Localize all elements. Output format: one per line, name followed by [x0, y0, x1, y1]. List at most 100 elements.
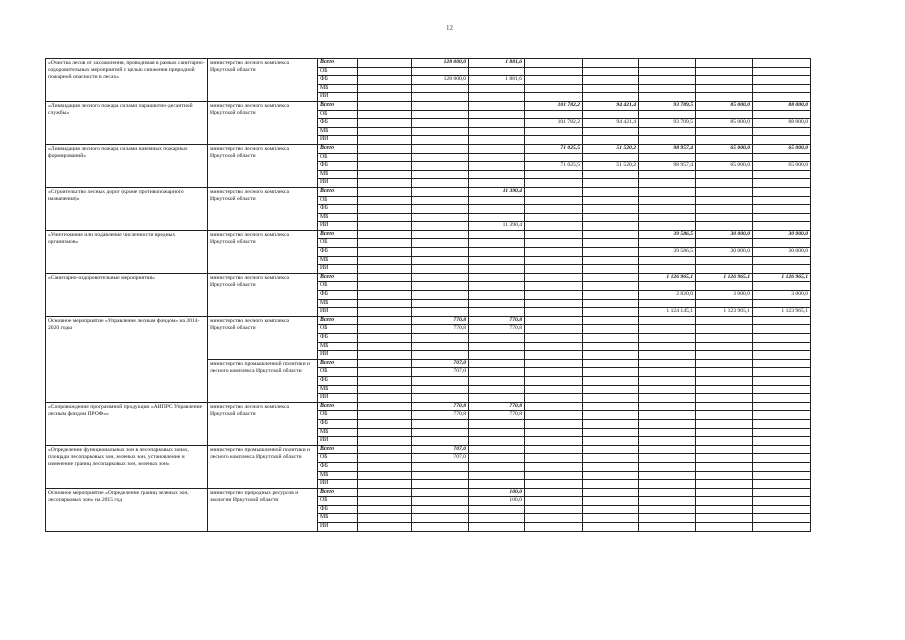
- amount-cell: [357, 307, 412, 317]
- amount-cell: [357, 238, 412, 249]
- amount-cell: [752, 470, 811, 481]
- amount-cell: 770,8: [411, 410, 469, 420]
- amount-cell: [524, 152, 583, 163]
- funding-source: ОБ: [317, 453, 358, 463]
- event-name: «Строительство лесных дорог (кроме проти…: [45, 186, 208, 231]
- amount-cell: [357, 204, 412, 214]
- amount-cell: 1 124 145,1: [638, 307, 696, 317]
- amount-cell: [752, 358, 811, 369]
- funding-source: ИИ: [317, 92, 358, 102]
- amount-cell: 85 000,0: [695, 100, 753, 111]
- funding-source: МБ: [317, 341, 358, 352]
- amount-cell: [582, 186, 639, 197]
- ministry-name: министерство лесного комплекса Иркутской…: [207, 100, 318, 145]
- amount-cell: [582, 178, 639, 188]
- amount-cell: [524, 341, 583, 352]
- event-name: «Санитарно-оздоровительные мероприятия»: [45, 272, 208, 317]
- amount-cell: [357, 178, 412, 188]
- funding-source: ИИ: [317, 221, 358, 231]
- amount-cell: [582, 281, 639, 292]
- amount-cell: 1 881,6: [468, 58, 525, 68]
- amount-cell: [582, 169, 639, 180]
- amount-cell: [695, 333, 753, 343]
- amount-cell: [468, 281, 525, 292]
- amount-cell: [752, 341, 811, 352]
- amount-cell: [357, 143, 412, 154]
- amount-cell: [695, 393, 753, 403]
- amount-cell: [524, 513, 583, 524]
- amount-cell: [357, 118, 412, 128]
- amount-cell: [357, 401, 412, 412]
- amount-cell: [638, 264, 696, 274]
- amount-cell: [524, 367, 583, 377]
- amount-cell: [468, 444, 525, 455]
- amount-cell: [638, 281, 696, 292]
- amount-cell: [411, 178, 469, 188]
- amount-cell: [524, 229, 583, 240]
- amount-cell: [695, 58, 753, 68]
- amount-cell: [357, 375, 412, 386]
- ministry-name: министерство лесного комплекса Иркутской…: [207, 58, 318, 102]
- amount-cell: [752, 221, 811, 231]
- amount-cell: [638, 135, 696, 145]
- amount-cell: [357, 109, 412, 120]
- amount-cell: [695, 255, 753, 266]
- amount-cell: [695, 221, 753, 231]
- amount-cell: [695, 444, 753, 455]
- amount-cell: [638, 92, 696, 102]
- amount-cell: [582, 496, 639, 506]
- amount-cell: [638, 126, 696, 137]
- amount-cell: 88 000,0: [752, 100, 811, 111]
- amount-cell: [411, 479, 469, 489]
- amount-cell: [695, 358, 753, 369]
- amount-cell: [468, 143, 525, 154]
- amount-cell: [638, 238, 696, 249]
- amount-cell: [468, 427, 525, 438]
- table-row: Основное мероприятие «Управление лесным …: [45, 315, 811, 403]
- funding-source: Всего: [317, 186, 358, 197]
- amount-cell: [695, 453, 753, 463]
- table-row: «Сопровождение программной продукции «АИ…: [45, 401, 811, 446]
- amount-cell: [468, 470, 525, 481]
- amount-cell: [752, 410, 811, 420]
- funding-source: ФБ: [317, 461, 358, 472]
- amount-cell: [411, 247, 469, 257]
- amount-cell: [411, 204, 469, 214]
- amount-cell: [357, 58, 412, 68]
- amount-cell: [752, 83, 811, 94]
- amount-cell: [357, 75, 412, 85]
- amount-cell: [695, 436, 753, 446]
- funding-source: Всего: [317, 229, 358, 240]
- funding-source: ИИ: [317, 178, 358, 188]
- amount-cell: [524, 461, 583, 472]
- table-row: ФБ: [46, 375, 811, 386]
- amount-cell: [357, 186, 412, 197]
- amount-cell: [582, 126, 639, 137]
- amount-cell: [695, 522, 753, 532]
- amount-cell: [411, 461, 469, 472]
- amount-cell: [695, 496, 753, 506]
- amount-cell: [411, 436, 469, 446]
- table-row: «Строительство лесных дорог (кроме проти…: [45, 186, 811, 231]
- amount-cell: [524, 410, 583, 420]
- amount-cell: [524, 126, 583, 137]
- amount-cell: [411, 504, 469, 515]
- amount-cell: [468, 152, 525, 163]
- amount-cell: 11 390,4: [468, 221, 525, 231]
- amount-cell: [357, 333, 412, 343]
- amount-cell: [752, 264, 811, 274]
- funding-source: Всего: [317, 100, 358, 111]
- budget-table: «Очистка лесов от захламления, проводима…: [45, 58, 811, 532]
- amount-cell: [411, 307, 469, 317]
- amount-cell: [695, 427, 753, 438]
- funding-source: ОБ: [317, 152, 358, 163]
- amount-cell: [638, 453, 696, 463]
- amount-cell: [468, 83, 525, 94]
- amount-cell: [582, 384, 639, 395]
- amount-cell: [582, 204, 639, 214]
- amount-cell: [638, 384, 696, 395]
- amount-cell: [411, 126, 469, 137]
- amount-cell: [752, 384, 811, 395]
- amount-cell: [752, 513, 811, 524]
- amount-cell: [752, 169, 811, 180]
